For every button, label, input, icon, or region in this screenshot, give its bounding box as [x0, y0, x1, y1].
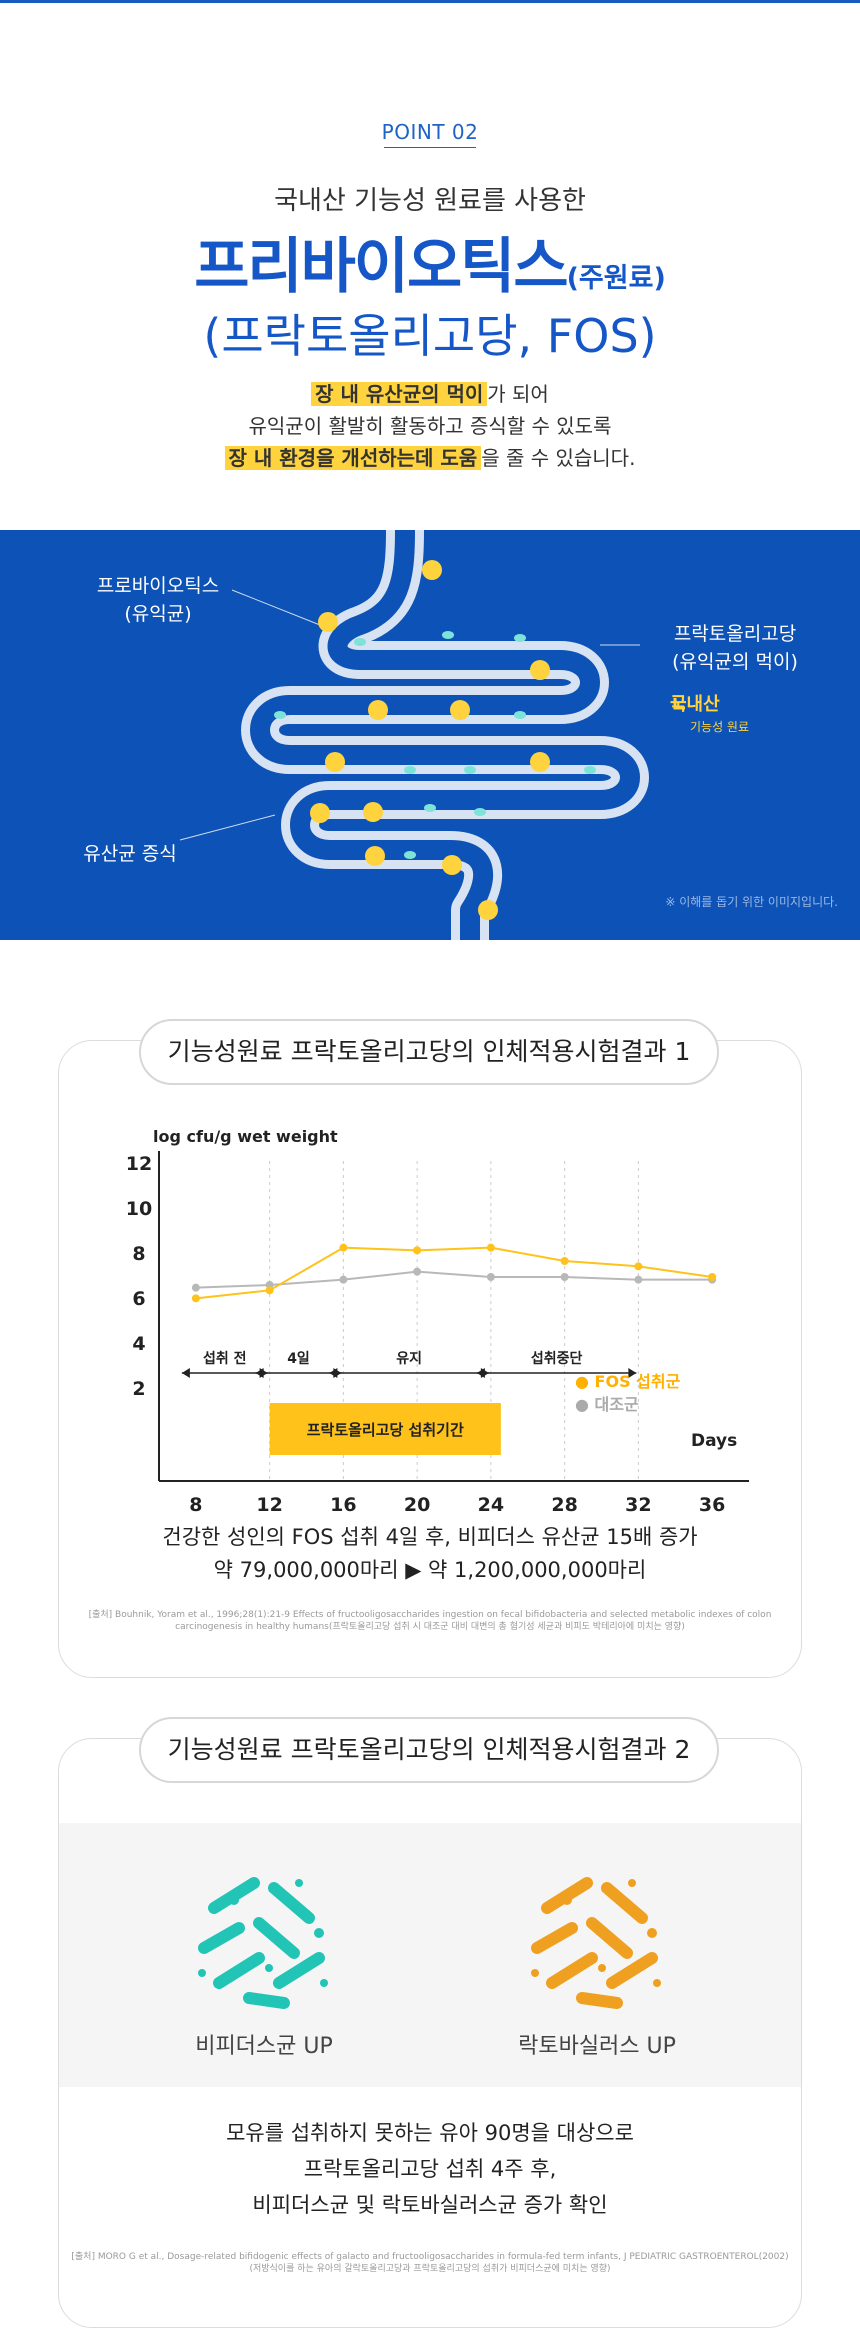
phase-label: 4일: [287, 1351, 310, 1367]
series-line: [195, 1246, 713, 1300]
x-tick-label: 12: [256, 1494, 282, 1516]
data-point: [191, 1283, 200, 1292]
intestine-illustration-band: 프로바이오틱스 (유익균) 프락토올리고당 (유익균의 먹이) 국내산 기능성 원료…: [0, 530, 860, 940]
desc-line3-rest: 을 줄 수 있습니다.: [481, 446, 636, 470]
leader-line-probiotics: [231, 589, 321, 626]
intestine-tube: [241, 530, 649, 940]
x-tick-label: 28: [551, 1494, 577, 1516]
chart-ylabel: log cfu/g wet weight: [153, 1127, 338, 1146]
top-accent-line: [0, 0, 860, 3]
data-point: [708, 1273, 717, 1281]
leader-line-growth: [179, 814, 276, 841]
microbe-icons: [274, 560, 596, 920]
phase-arrow-head: [181, 1368, 190, 1378]
legend-fos: ● FOS 섭취군: [575, 1372, 681, 1391]
data-point: [413, 1267, 422, 1276]
data-point: [560, 1273, 569, 1281]
x-tick-label: 8: [189, 1494, 202, 1516]
phase-arrow-head: [476, 1368, 485, 1378]
x-axis-label: Days: [691, 1431, 738, 1451]
desc-line2: 유익균이 활발히 활동하고 증식할 수 있도록: [248, 414, 612, 438]
card2-source: [출처] MORO G et al., Dosage-related bifid…: [71, 2252, 789, 2274]
card2-result: 모유를 섭취하지 못하는 유아 90명을 대상으로 프락토올리고당 섭취 4주 …: [226, 2121, 634, 2217]
data-point: [634, 1275, 643, 1284]
y-tick: 10: [125, 1198, 153, 1220]
label-lactobacillus-up: 락토바실러스 UP: [518, 2034, 676, 2059]
card1-title: 기능성원료 프락토올리고당의 인체적용시험결과 1: [139, 1019, 719, 1085]
card1-source: [출처] Bouhnik, Yoram et al., 1996;28(1):2…: [88, 1610, 772, 1632]
data-point: [265, 1286, 274, 1295]
x-tick-label: 20: [404, 1494, 430, 1516]
intake-period-label: 프락토올리고당 섭취기간: [307, 1421, 464, 1439]
label-fos: 프락토올리고당 (유익균의 먹이): [672, 623, 798, 673]
hero-description: 장 내 유산균의 먹이 가 되어 유익균이 활발히 활동하고 증식할 수 있도록 …: [0, 378, 860, 474]
x-tick-label: 16: [330, 1494, 356, 1516]
x-tick-label: 36: [699, 1494, 725, 1516]
card2-title: 기능성원료 프락토올리고당의 인체적용시험결과 2: [139, 1717, 719, 1783]
data-point: [486, 1273, 495, 1281]
point-underline: [384, 147, 476, 148]
data-point: [191, 1294, 200, 1303]
data-point: [634, 1262, 643, 1271]
desc-line1-rest: 가 되어: [487, 382, 549, 406]
badge-made-in-korea: 국내산: [670, 694, 720, 715]
data-point: [339, 1275, 348, 1284]
y-tick: 6: [132, 1288, 146, 1310]
card1-result: 건강한 성인의 FOS 섭취 4일 후, 비피더스 유산균 15배 증가 약 7…: [162, 1525, 698, 1582]
phase-label: 섭취 전: [203, 1350, 247, 1367]
phase-label: 섭취중단: [531, 1350, 583, 1367]
legend-control: ● 대조군: [575, 1395, 639, 1414]
x-tick-label: 32: [625, 1494, 651, 1516]
bacteria-illustrations: [198, 1877, 661, 2009]
y-tick: 8: [132, 1243, 146, 1265]
point-label: POINT 02: [381, 120, 479, 144]
desc-highlight-2: 장 내 환경을 개선하는데 도움: [224, 446, 482, 470]
trial-result-card-2: 기능성원료 프락토올리고당의 인체적용시험결과 2: [58, 1717, 802, 2328]
lactobacillus-icon: [531, 1877, 661, 2009]
intestine-illustration: [179, 530, 685, 940]
hero-subtitle: 국내산 기능성 원료를 사용한: [274, 186, 586, 216]
y-tick: 4: [132, 1333, 146, 1355]
label-probiotics: 프로바이오틱스 (유익균): [96, 575, 220, 625]
badge-arrow-icon: [673, 698, 685, 710]
phase-label: 유지: [396, 1351, 422, 1367]
hero-title-main: 프리바이오틱스: [194, 232, 568, 302]
label-growth: 유산균 증식: [83, 843, 177, 865]
hero-title: 프리바이오틱스(주원료): [0, 218, 860, 305]
badge-functional-material: 기능성 원료: [690, 720, 750, 734]
data-point: [560, 1257, 569, 1265]
desc-highlight-1: 장 내 유산균의 먹이: [311, 382, 488, 406]
intake-period-box: [269, 1403, 501, 1455]
bacteria-panel: 비피더스균 UP 락토바실러스 UP: [59, 1823, 801, 2087]
bifidobacteria-icon: [198, 1877, 328, 2009]
data-point: [413, 1246, 422, 1255]
y-tick: 2: [132, 1378, 146, 1400]
illustration-note: ※ 이해를 돕기 위한 이미지입니다.: [665, 895, 838, 909]
hero-title-suffix: (주원료): [566, 263, 666, 294]
phase-arrow-head: [255, 1368, 264, 1378]
phase-arrow-head: [329, 1368, 338, 1378]
label-bifidus-up: 비피더스균 UP: [195, 2034, 333, 2059]
x-tick-label: 24: [478, 1494, 504, 1516]
data-point: [486, 1243, 495, 1252]
phase-arrow-head: [628, 1368, 637, 1378]
hero-title-paren: (프락토올리고당, FOS): [203, 309, 657, 363]
data-point: [339, 1243, 348, 1252]
trial-result-card-1: 기능성원료 프락토올리고당의 인체적용시험결과 1 log cfu/g wet …: [58, 1019, 802, 1678]
y-tick: 12: [125, 1153, 153, 1175]
